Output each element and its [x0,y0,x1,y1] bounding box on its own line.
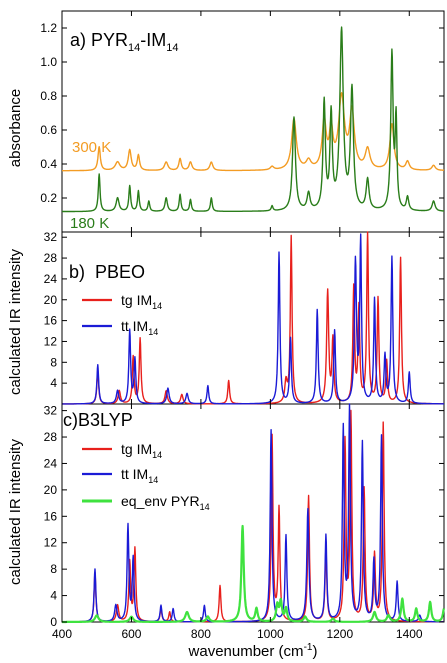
ytick-label-b-4: 20 [44,293,58,307]
ytick-label-c-3: 12 [44,536,58,550]
panel-b-traces [61,231,445,405]
xtick-label-5: 1400 [396,627,423,641]
axis-ticks: 0.2 0.4 0.6 0.8 1.0 1.2 4 8 12 16 20 24 28 32 0 4 8 12 16 2… [40,11,444,641]
panel-b-title: b) PBEO [69,262,145,282]
xtick-label-3: 1000 [257,627,284,641]
ytick-label-c-2: 8 [50,562,57,576]
y-axis-label-a: absorbance [7,89,24,167]
series-line-c-0 [61,409,445,623]
x-axis-label: wavenumber (cm-1) [188,642,318,660]
ytick-label-b-3: 16 [44,314,58,328]
legend-c: tg IM14 tt IM14 eq_env PYR14 [82,441,210,512]
panel-a-traces [61,26,445,213]
annotation-300k: 300 K [72,139,111,156]
ytick-label-c-7: 28 [44,430,58,444]
ytick-label-a-3: 0.8 [40,89,57,103]
legend-b-tg-label: tg IM14 [121,292,162,311]
ytick-label-c-1: 4 [50,589,57,603]
ytick-label-b-5: 24 [44,272,58,286]
panel-c-frame [61,403,445,623]
legend-c-tg-label: tg IM14 [121,441,162,460]
xtick-label-4: 1200 [326,627,353,641]
panel-c-traces [61,403,446,624]
xtick-label-0: 400 [52,627,72,641]
ytick-label-c-0: 0 [50,615,57,629]
ytick-label-a-4: 1.0 [40,55,57,69]
series-line-a-0 [61,92,445,172]
ytick-label-b-1: 8 [50,355,57,369]
xtick-label-2: 800 [191,627,211,641]
ytick-label-c-8: 32 [44,404,58,418]
ytick-label-b-7: 32 [44,230,58,244]
ytick-label-c-6: 24 [44,456,58,470]
legend-c-pyr-label: eq_env PYR14 [121,493,210,512]
y-axis-label-c: calculated IR intensity [7,439,24,585]
ytick-label-a-0: 0.2 [40,191,57,205]
annotation-180k: 180 K [70,215,109,232]
ytick-label-a-5: 1.2 [40,21,57,35]
series-line-a-1 [61,26,445,213]
ytick-label-a-1: 0.4 [40,157,57,171]
panel-c-title: c)B3LYP [63,410,133,430]
legend-b: tg IM14 tt IM14 [82,292,162,337]
ytick-label-c-5: 20 [44,483,58,497]
panel-a-title: a) PYR14-IM14 [70,30,179,54]
ytick-label-b-6: 28 [44,251,58,265]
ytick-label-c-4: 16 [44,509,58,523]
legend-b-tt-label: tt IM14 [121,318,158,337]
legend-c-tt-label: tt IM14 [121,466,158,485]
series-line-c-2 [61,524,446,624]
series-line-b-1 [61,233,445,405]
series-line-c-1 [61,403,445,623]
y-axis-label-b: calculated IR intensity [7,249,24,395]
ytick-label-a-2: 0.6 [40,123,57,137]
ytick-label-b-2: 12 [44,334,58,348]
ytick-label-b-0: 4 [50,376,57,390]
xtick-label-1: 600 [121,627,141,641]
